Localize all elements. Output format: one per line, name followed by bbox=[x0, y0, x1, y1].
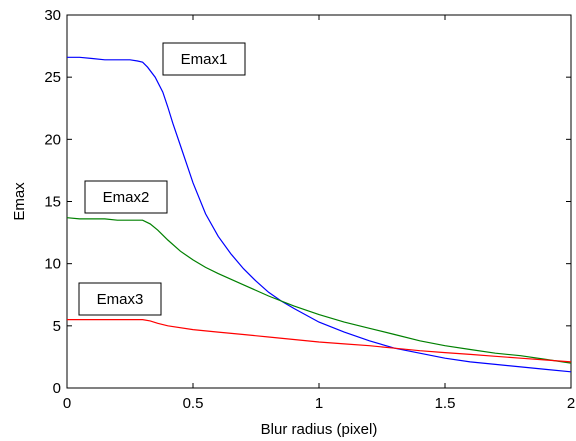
series-line-emax3 bbox=[67, 319, 572, 363]
x-tick-label: 2 bbox=[567, 395, 575, 412]
annotation-box bbox=[78, 282, 162, 316]
x-tick-label: 1 bbox=[315, 395, 323, 412]
series-lines bbox=[66, 56, 572, 373]
y-tick-label: 25 bbox=[44, 69, 61, 86]
annotation-label: Emax2 bbox=[103, 189, 150, 206]
x-axis-label: Blur radius (pixel) bbox=[261, 421, 378, 438]
x-tick-label: 1.5 bbox=[435, 395, 456, 412]
y-tick-label: 20 bbox=[44, 131, 61, 148]
annotation-label: Emax1 bbox=[181, 51, 228, 68]
series-line-emax2 bbox=[66, 217, 572, 364]
annotations: Emax1 Emax2 Emax3 bbox=[78, 42, 246, 316]
annotation-emax2: Emax2 bbox=[84, 180, 168, 214]
annotation-emax3: Emax3 bbox=[78, 282, 162, 316]
y-tick-label: 10 bbox=[44, 256, 61, 273]
y-axis-label: Emax bbox=[11, 182, 28, 221]
annotation-box bbox=[84, 180, 168, 214]
annotation-box bbox=[162, 42, 246, 76]
series-line-emax1 bbox=[67, 56, 572, 373]
y-tick-label: 15 bbox=[44, 194, 61, 211]
y-tick-label: 0 bbox=[53, 380, 61, 397]
annotation-label: Emax3 bbox=[97, 291, 144, 308]
x-tick-label: 0 bbox=[63, 395, 71, 412]
x-tick-label: 0.5 bbox=[183, 395, 204, 412]
annotation-emax1: Emax1 bbox=[162, 42, 246, 76]
y-tick-label: 5 bbox=[53, 318, 61, 335]
y-tick-label: 30 bbox=[44, 7, 61, 24]
